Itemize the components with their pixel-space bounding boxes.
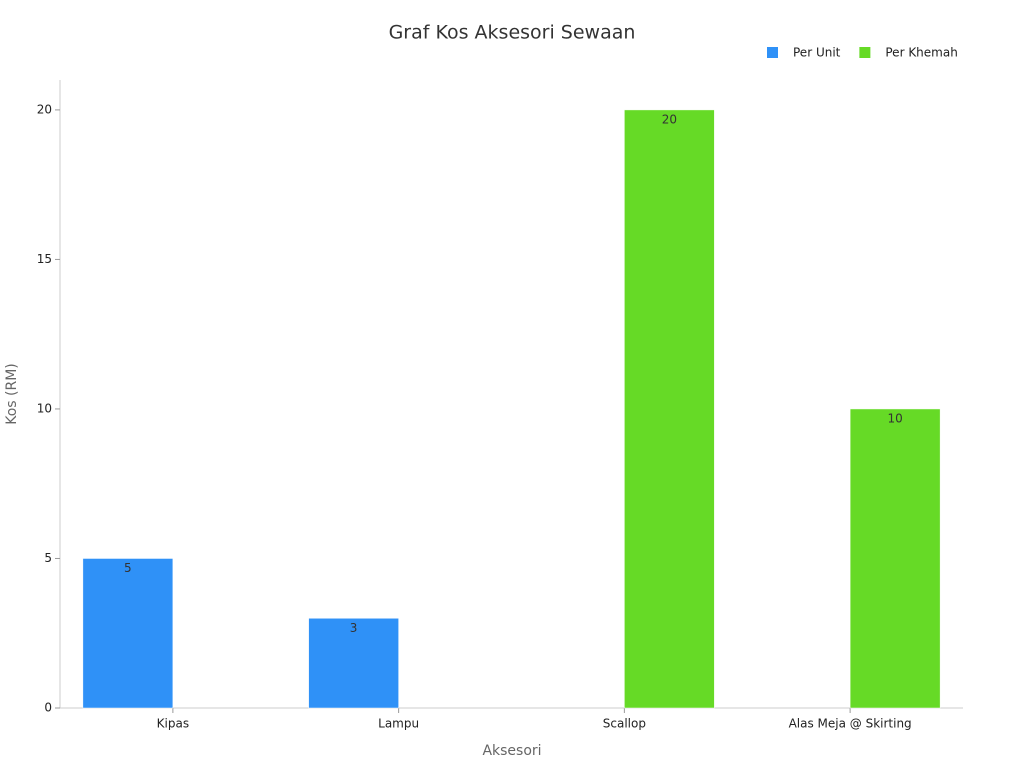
data-label: 3: [350, 621, 358, 635]
data-label: 10: [887, 411, 902, 425]
data-label: 20: [662, 112, 677, 126]
x-tick-label: Scallop: [603, 717, 646, 731]
x-axis-title: Aksesori: [482, 743, 541, 759]
bar: [82, 558, 174, 709]
chart-title: Graf Kos Aksesori Sewaan: [389, 22, 636, 44]
x-tick-label: Alas Meja @ Skirting: [789, 717, 912, 731]
y-tick-label: 5: [44, 551, 52, 565]
y-tick-label: 15: [37, 252, 52, 266]
bar: [849, 408, 941, 709]
y-axis-title: Kos (RM): [4, 363, 20, 425]
y-tick-label: 20: [37, 102, 52, 116]
bar: [624, 109, 715, 709]
legend-swatch: [859, 47, 871, 58]
y-tick-label: 10: [37, 401, 52, 415]
x-tick-label: Lampu: [378, 717, 419, 731]
legend-swatch: [767, 47, 778, 58]
legend-label: Per Khemah: [885, 46, 957, 60]
x-tick-label: Kipas: [157, 717, 189, 731]
legend-label: Per Unit: [793, 46, 841, 60]
bar: [308, 618, 399, 709]
data-label: 5: [124, 561, 132, 575]
y-tick-label: 0: [44, 701, 52, 715]
